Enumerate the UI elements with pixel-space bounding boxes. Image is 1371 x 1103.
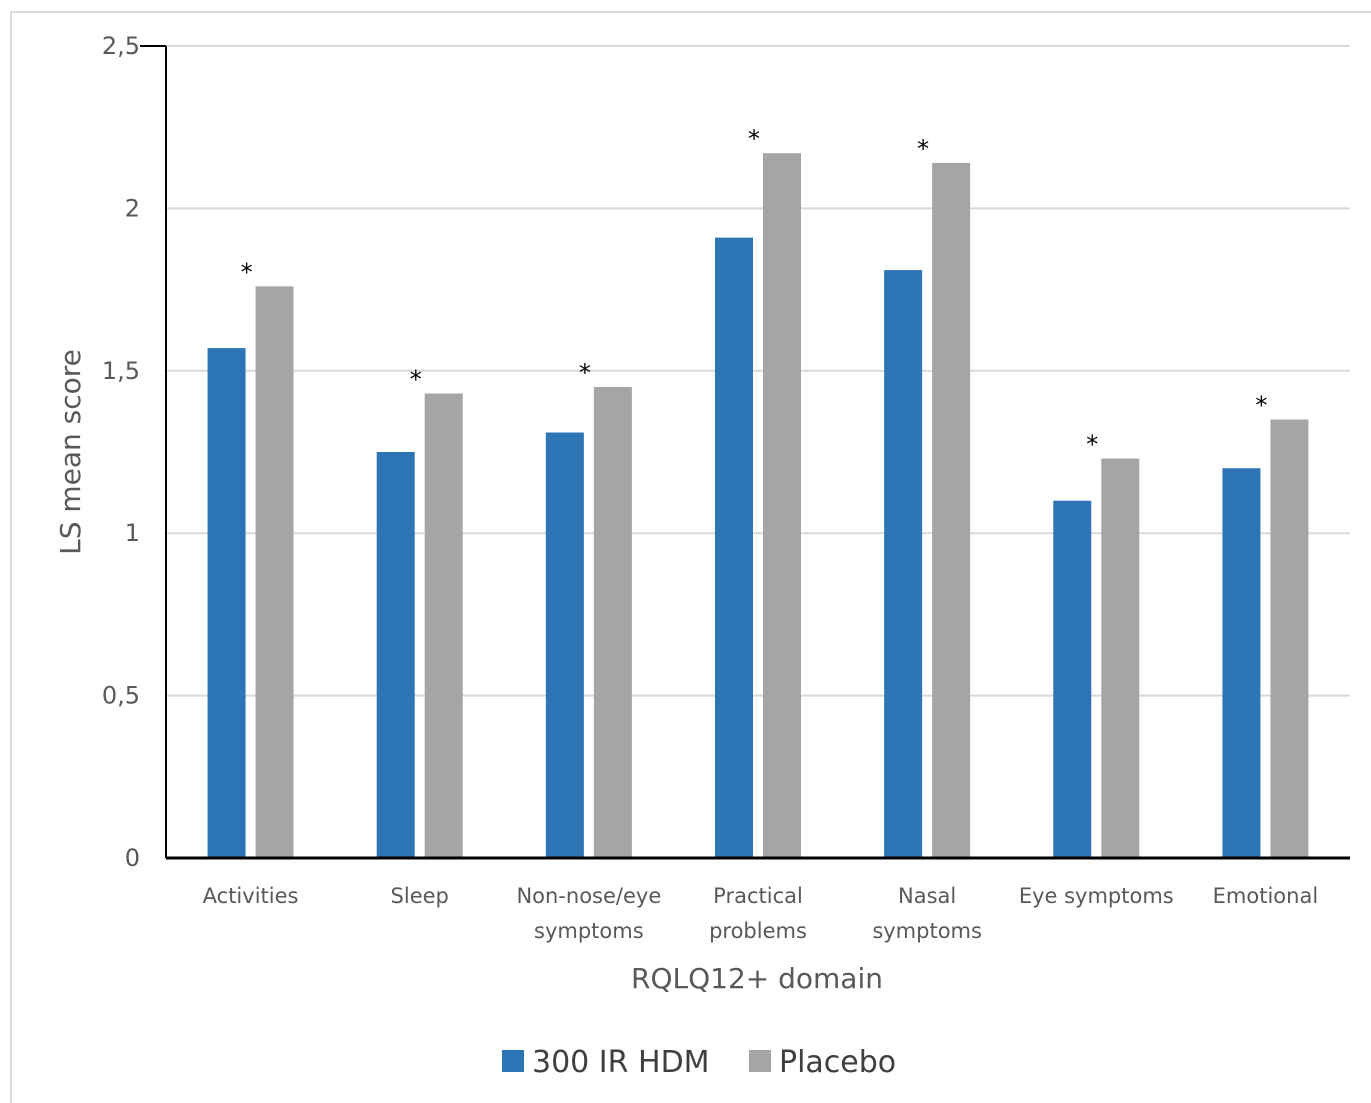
bar-active bbox=[207, 348, 246, 858]
x-category-label: Practical problems bbox=[709, 884, 807, 943]
significance-asterisk: * bbox=[748, 125, 760, 153]
significance-asterisk: * bbox=[917, 135, 929, 163]
legend-label: 300 IR HDM bbox=[532, 1045, 710, 1080]
bars bbox=[207, 153, 1309, 859]
y-axis-title: LS mean score bbox=[54, 349, 87, 555]
significance-asterisk: * bbox=[410, 366, 422, 394]
bar-placebo bbox=[763, 153, 801, 858]
bar-active bbox=[884, 270, 923, 858]
bar-active bbox=[545, 432, 584, 858]
significance-asterisk: * bbox=[579, 359, 591, 387]
bar-active bbox=[1053, 500, 1092, 858]
legend-swatch bbox=[749, 1050, 771, 1072]
axes bbox=[140, 45, 1350, 860]
significance-asterisk: * bbox=[1086, 430, 1098, 458]
x-category-label: Sleep bbox=[391, 884, 449, 908]
y-tick-label: 1 bbox=[125, 519, 140, 547]
x-category-label: Non-nose/eye symptoms bbox=[516, 884, 661, 943]
bar-placebo bbox=[932, 162, 971, 859]
x-axis-title: RQLQ12+ domain bbox=[631, 962, 883, 995]
x-category-label: Nasal symptoms bbox=[872, 884, 982, 943]
significance-asterisk: * bbox=[241, 258, 253, 286]
y-tick-label: 0 bbox=[125, 844, 140, 872]
y-tick-label: 0,5 bbox=[102, 682, 140, 710]
bar-placebo bbox=[255, 286, 294, 858]
y-tick-label: 1,5 bbox=[102, 357, 140, 385]
legend-label: Placebo bbox=[779, 1045, 896, 1080]
x-category-label: Activities bbox=[203, 884, 299, 908]
x-category-label: Emotional bbox=[1213, 884, 1319, 908]
bar-active bbox=[715, 237, 753, 858]
significance-markers: * * * * * * * bbox=[241, 125, 1268, 458]
bar-placebo bbox=[424, 393, 463, 858]
legend-swatch bbox=[502, 1050, 524, 1072]
y-tick-label: 2 bbox=[125, 194, 140, 222]
chart-frame bbox=[10, 11, 1371, 1103]
gridlines bbox=[166, 45, 1350, 697]
bar-active bbox=[376, 452, 415, 858]
bar-active bbox=[1222, 468, 1261, 858]
legend: 300 IR HDM Placebo bbox=[502, 1045, 896, 1080]
significance-asterisk: * bbox=[1255, 392, 1267, 420]
bar-placebo bbox=[1101, 458, 1140, 858]
bar-placebo bbox=[1270, 419, 1309, 858]
y-tick-label: 2,5 bbox=[102, 32, 140, 60]
bar-placebo bbox=[593, 387, 632, 858]
y-tick-labels: 0 0,5 1 1,5 2 2,5 bbox=[102, 32, 140, 872]
x-category-label: Eye symptoms bbox=[1019, 884, 1174, 908]
x-category-labels: Activities Sleep Non-nose/eye symptoms Pract… bbox=[203, 884, 1319, 943]
